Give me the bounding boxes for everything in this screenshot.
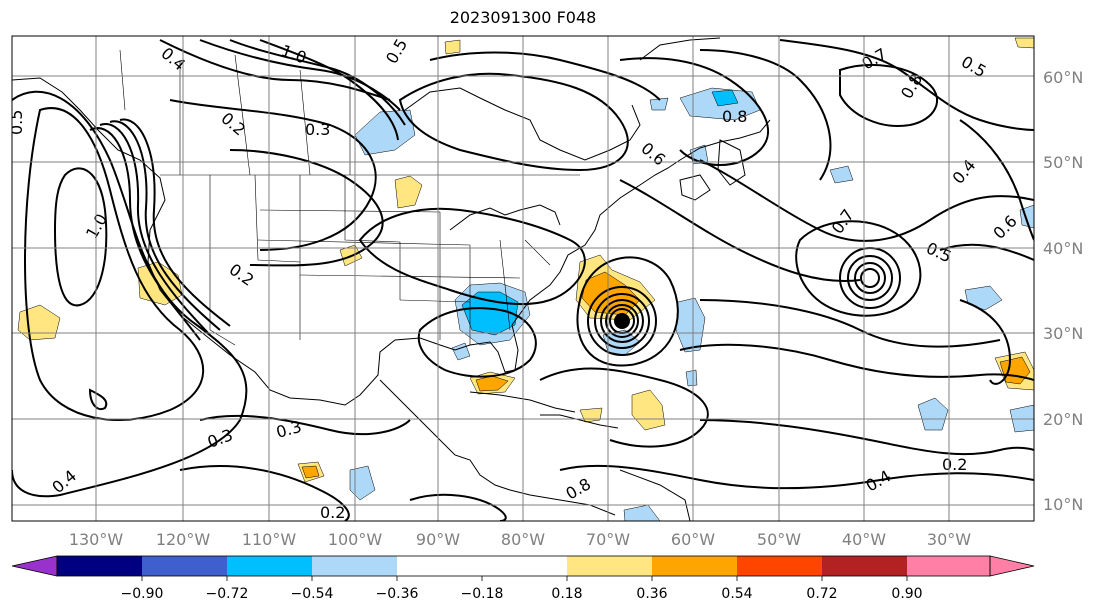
contour-label: 0.5 bbox=[958, 52, 990, 81]
colorbar: −0.90 −0.72 −0.54 −0.36 −0.18 0.18 0.36 … bbox=[11, 555, 1035, 602]
lon-label: 110°W bbox=[242, 530, 297, 549]
coastlines bbox=[12, 37, 771, 521]
lon-axis-labels: 130°W 120°W 110°W 100°W 90°W 80°W 70°W 6… bbox=[69, 530, 971, 549]
colorbar-segment bbox=[652, 556, 737, 576]
map-frame bbox=[11, 35, 1035, 522]
colorbar-tick-label: 0.36 bbox=[636, 586, 667, 602]
contour-label: 0.8 bbox=[897, 70, 926, 102]
colorbar-tick-label: 0.72 bbox=[806, 586, 837, 602]
lon-label: 80°W bbox=[501, 530, 545, 549]
lon-label: 100°W bbox=[328, 530, 383, 549]
colorbar-segment bbox=[737, 556, 822, 576]
lon-label: 70°W bbox=[586, 530, 630, 549]
contour-label: 0.5 bbox=[923, 238, 954, 266]
contour-label: 0.6 bbox=[637, 139, 669, 170]
lon-label: 40°W bbox=[842, 530, 886, 549]
contour-label: 0.5 bbox=[382, 35, 411, 67]
lat-label: 50°N bbox=[1043, 153, 1083, 172]
lat-label: 20°N bbox=[1043, 410, 1083, 429]
contour-label: 0.7 bbox=[828, 206, 858, 238]
contour-label: 0.8 bbox=[563, 474, 595, 503]
colorbar-tick-label: 0.18 bbox=[551, 586, 582, 602]
contour-label: 0.6 bbox=[989, 211, 1020, 242]
lat-label: 40°N bbox=[1043, 239, 1083, 258]
contour-label: 0.8 bbox=[722, 107, 747, 126]
colorbar-segment bbox=[227, 556, 312, 576]
contour-label: 0.2 bbox=[942, 455, 967, 474]
lon-label: 30°W bbox=[927, 530, 971, 549]
lon-label: 50°W bbox=[757, 530, 801, 549]
contour-label: 0.2 bbox=[217, 109, 249, 140]
lon-label: 90°W bbox=[416, 530, 460, 549]
colorbar-segment bbox=[567, 556, 652, 576]
lat-label: 60°N bbox=[1043, 68, 1083, 87]
colorbar-segment bbox=[482, 556, 567, 576]
contour-label: 0.3 bbox=[205, 425, 235, 452]
colorbar-segment bbox=[57, 556, 142, 576]
colorbar-tick-label: −0.72 bbox=[206, 586, 249, 602]
contour-label: 0.4 bbox=[863, 466, 895, 495]
colorbar-tick-label: −0.36 bbox=[376, 586, 419, 602]
contour-lines bbox=[12, 39, 1034, 521]
map-gridlines bbox=[12, 36, 1034, 521]
colorbar-tick-label: 0.54 bbox=[721, 586, 752, 602]
colorbar-tick-label: 0.90 bbox=[891, 586, 922, 602]
lon-label: 130°W bbox=[69, 530, 124, 549]
colorbar-segment bbox=[312, 556, 397, 576]
colorbar-segment bbox=[397, 556, 482, 576]
contour-label: 0.3 bbox=[274, 417, 304, 442]
lon-label: 60°W bbox=[671, 530, 715, 549]
colorbar-tick-label: −0.90 bbox=[121, 586, 164, 602]
contour-label: 0.4 bbox=[48, 466, 80, 497]
colorbar-extend-low bbox=[11, 555, 58, 577]
contour-label: 0.3 bbox=[305, 120, 330, 139]
colorbar-segment bbox=[142, 556, 227, 576]
colorbar-tick-label: −0.18 bbox=[461, 586, 504, 602]
contour-label: 0.2 bbox=[320, 503, 345, 522]
lat-label: 10°N bbox=[1043, 495, 1083, 514]
contour-label: 0.4 bbox=[157, 44, 189, 75]
lon-label: 120°W bbox=[156, 530, 211, 549]
lat-axis-labels: 60°N 50°N 40°N 30°N 20°N 10°N bbox=[1043, 68, 1083, 514]
colorbar-extend-high bbox=[989, 555, 1035, 577]
contour-label: 0.5 bbox=[7, 110, 26, 135]
contour-label: 0.7 bbox=[859, 44, 891, 73]
colorbar-segment bbox=[907, 556, 990, 576]
negative-anomaly-shading bbox=[349, 87, 1034, 521]
colorbar-tick-label: −0.54 bbox=[291, 586, 334, 602]
chart-title: 2023091300 F048 bbox=[449, 8, 597, 27]
lat-label: 30°N bbox=[1043, 324, 1083, 343]
contour-label: 0.4 bbox=[949, 156, 980, 188]
colorbar-segment bbox=[822, 556, 907, 576]
